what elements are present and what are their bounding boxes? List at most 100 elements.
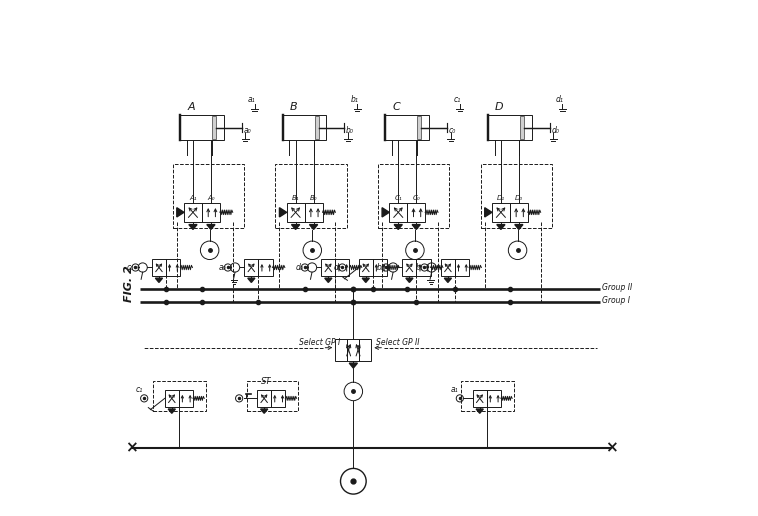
Text: FIG. 2: FIG. 2 bbox=[124, 265, 133, 302]
Bar bbox=[407, 203, 425, 222]
Bar bbox=[402, 259, 416, 276]
Polygon shape bbox=[444, 278, 452, 282]
Bar bbox=[271, 390, 285, 407]
Bar bbox=[418, 116, 421, 139]
Bar bbox=[390, 203, 407, 222]
Bar bbox=[164, 390, 179, 407]
Text: B₁: B₁ bbox=[292, 195, 299, 201]
Bar bbox=[258, 259, 273, 276]
Polygon shape bbox=[476, 409, 484, 413]
Bar bbox=[247, 381, 298, 411]
Polygon shape bbox=[292, 224, 299, 230]
Bar bbox=[488, 115, 531, 140]
Text: a₁: a₁ bbox=[248, 95, 255, 105]
Bar bbox=[481, 164, 552, 228]
Text: D₁: D₁ bbox=[496, 195, 505, 201]
Text: c₀: c₀ bbox=[127, 263, 134, 272]
Bar bbox=[287, 203, 305, 222]
Bar bbox=[244, 259, 258, 276]
Bar bbox=[473, 390, 487, 407]
Text: a₁: a₁ bbox=[451, 385, 459, 394]
Bar bbox=[347, 339, 359, 361]
Text: a₀: a₀ bbox=[243, 126, 251, 135]
Polygon shape bbox=[168, 409, 175, 413]
Bar bbox=[462, 381, 514, 411]
Bar bbox=[492, 203, 510, 222]
Polygon shape bbox=[155, 278, 162, 282]
Polygon shape bbox=[496, 224, 505, 230]
Text: ×: × bbox=[605, 440, 618, 456]
Bar bbox=[283, 115, 327, 140]
Bar bbox=[321, 259, 335, 276]
Bar bbox=[359, 259, 373, 276]
Text: d₀: d₀ bbox=[551, 126, 559, 135]
Text: C₀: C₀ bbox=[412, 195, 420, 201]
Bar bbox=[184, 203, 202, 222]
Bar bbox=[275, 164, 346, 228]
Bar bbox=[335, 339, 347, 361]
Text: C₁: C₁ bbox=[394, 195, 402, 201]
Bar bbox=[173, 164, 244, 228]
Bar bbox=[305, 203, 323, 222]
Text: D: D bbox=[495, 102, 503, 112]
Polygon shape bbox=[412, 224, 421, 230]
Polygon shape bbox=[189, 224, 197, 230]
Bar bbox=[179, 390, 193, 407]
Bar bbox=[385, 115, 429, 140]
Bar bbox=[315, 116, 319, 139]
Bar bbox=[510, 203, 528, 222]
Text: b₁: b₁ bbox=[415, 263, 423, 272]
Bar bbox=[152, 259, 166, 276]
Bar bbox=[416, 259, 431, 276]
Text: Select GP II: Select GP II bbox=[377, 338, 420, 347]
Polygon shape bbox=[280, 208, 287, 217]
Bar bbox=[359, 339, 371, 361]
Bar bbox=[520, 116, 524, 139]
Polygon shape bbox=[261, 409, 268, 413]
Text: d₁: d₁ bbox=[334, 263, 341, 272]
Text: c₀: c₀ bbox=[449, 126, 456, 135]
Text: b₀: b₀ bbox=[346, 126, 354, 135]
Polygon shape bbox=[515, 224, 523, 230]
Polygon shape bbox=[484, 208, 492, 217]
Polygon shape bbox=[382, 208, 390, 217]
Text: ST: ST bbox=[261, 377, 271, 386]
Text: d₀: d₀ bbox=[296, 263, 304, 272]
Bar bbox=[202, 203, 220, 222]
Polygon shape bbox=[207, 224, 215, 230]
Text: d₁: d₁ bbox=[556, 95, 564, 105]
Text: A₀: A₀ bbox=[207, 195, 215, 201]
Bar bbox=[373, 259, 387, 276]
Bar bbox=[166, 259, 180, 276]
Text: c₁: c₁ bbox=[453, 95, 461, 105]
Text: ×: × bbox=[125, 440, 137, 456]
Text: D₀: D₀ bbox=[515, 195, 523, 201]
Polygon shape bbox=[362, 278, 369, 282]
Bar bbox=[441, 259, 455, 276]
Text: A: A bbox=[187, 102, 195, 112]
Polygon shape bbox=[394, 224, 402, 230]
Bar bbox=[212, 116, 216, 139]
Text: Select GP I: Select GP I bbox=[299, 338, 340, 347]
Bar bbox=[455, 259, 469, 276]
Text: A₁: A₁ bbox=[190, 195, 197, 201]
Text: B₀: B₀ bbox=[310, 195, 318, 201]
Polygon shape bbox=[248, 278, 255, 282]
Text: C: C bbox=[393, 102, 400, 112]
Bar bbox=[257, 390, 271, 407]
Polygon shape bbox=[349, 363, 358, 368]
Text: b₁: b₁ bbox=[351, 95, 359, 105]
Text: Group II: Group II bbox=[603, 283, 632, 292]
Polygon shape bbox=[177, 208, 184, 217]
Bar bbox=[180, 115, 224, 140]
Polygon shape bbox=[309, 224, 318, 230]
Bar bbox=[487, 390, 501, 407]
Text: a₀: a₀ bbox=[219, 263, 227, 272]
Polygon shape bbox=[406, 278, 413, 282]
Bar bbox=[335, 259, 349, 276]
Text: b₀: b₀ bbox=[377, 263, 385, 272]
Text: Group I: Group I bbox=[603, 296, 630, 305]
Bar bbox=[378, 164, 449, 228]
Text: B: B bbox=[290, 102, 297, 112]
Polygon shape bbox=[324, 278, 332, 282]
